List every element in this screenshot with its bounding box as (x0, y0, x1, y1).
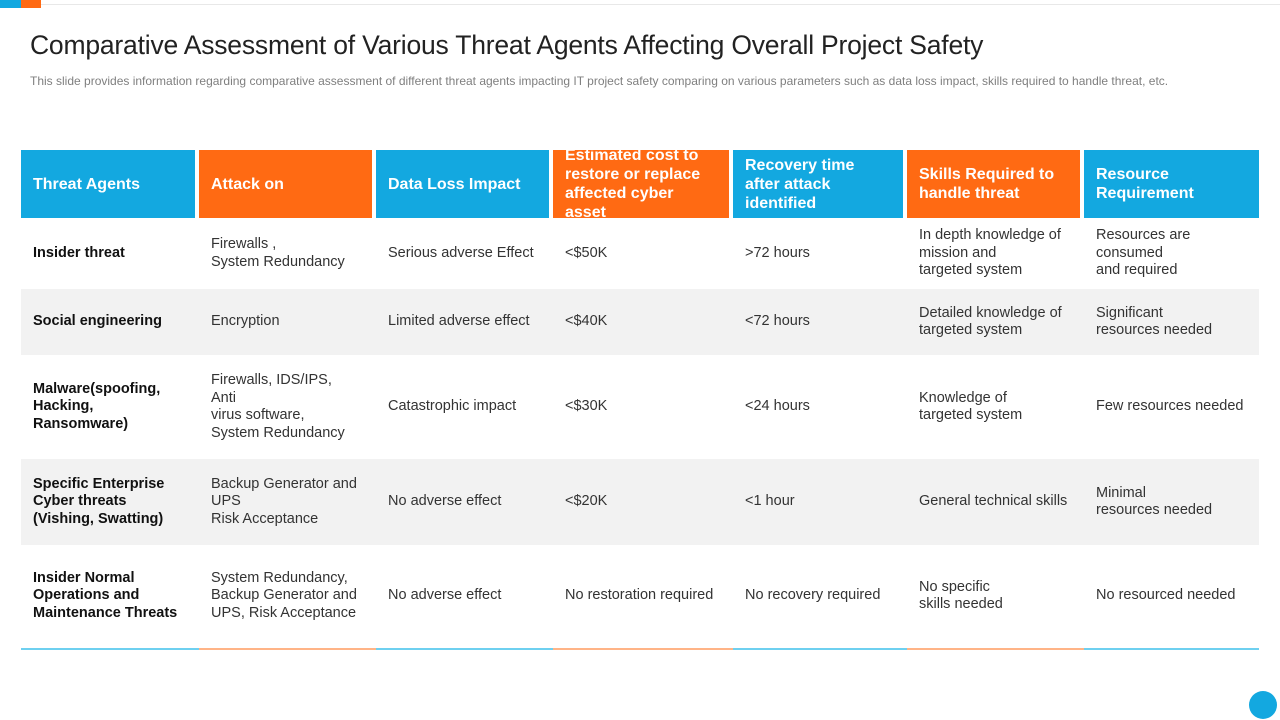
cell-attack-on: Encryption (211, 313, 280, 330)
cell-estimated-cost: No restoration required (565, 587, 714, 604)
page-title: Comparative Assessment of Various Threat… (30, 30, 984, 60)
table-row: Specific Enterprise Cyber threats (Vishi… (21, 459, 1259, 545)
cell-resource-requirement: Significant resources needed (1096, 304, 1213, 339)
cell-skills-required: General technical skills (919, 493, 1068, 510)
cell-resource-requirement: No resourced needed (1096, 587, 1236, 604)
cell-skills-required: Detailed knowledge of targeted system (919, 304, 1062, 339)
cell-threat-agent: Insider Normal Operations and Maintenanc… (33, 569, 178, 621)
cell-attack-on: Firewalls , System Redundancy (211, 236, 345, 270)
cell-attack-on: System Redundancy, Backup Generator and … (211, 569, 357, 621)
table-row: Social engineering Encryption Limited ad… (21, 289, 1259, 355)
cell-data-loss-impact: Catastrophic impact (388, 398, 517, 415)
table-row: Insider threat Firewalls , System Redund… (21, 218, 1259, 289)
cell-resource-requirement: Minimal resources needed (1096, 484, 1213, 519)
cell-data-loss-impact: Serious adverse Effect (388, 244, 534, 261)
cell-skills-required: Knowledge of targeted system (919, 389, 1023, 424)
cell-estimated-cost: <$20K (565, 493, 608, 510)
cell-recovery-time: <1 hour (745, 493, 795, 510)
header-data-loss-impact: Data Loss Impact (376, 150, 549, 218)
top-divider (41, 4, 1280, 5)
header-resource-requirement: Resource Requirement (1084, 150, 1259, 218)
cell-data-loss-impact: No adverse effect (388, 587, 502, 604)
cell-recovery-time: <72 hours (745, 313, 810, 330)
cell-skills-required: No specific skills needed (919, 578, 1003, 613)
header-attack-on: Attack on (199, 150, 372, 218)
table-row: Malware(spoofing, Hacking, Ransomware) F… (21, 355, 1259, 459)
header-threat-agents: Threat Agents (21, 150, 195, 218)
cell-estimated-cost: <$30K (565, 398, 608, 415)
cell-recovery-time: <24 hours (745, 398, 810, 415)
cell-threat-agent: Malware(spoofing, Hacking, Ransomware) (33, 380, 161, 432)
cell-skills-required: In depth knowledge of mission and target… (919, 227, 1061, 279)
header-estimated-cost: Estimated cost to restore or replace aff… (553, 147, 729, 221)
cell-recovery-time: >72 hours (745, 244, 810, 261)
cell-data-loss-impact: Limited adverse effect (388, 313, 530, 330)
slide-corner-circle (1249, 691, 1277, 719)
table-row: Insider Normal Operations and Maintenanc… (21, 545, 1259, 647)
cell-attack-on: Backup Generator and UPS Risk Acceptance (211, 475, 357, 527)
cell-resource-requirement: Few resources needed (1096, 398, 1244, 415)
cell-threat-agent: Social engineering (33, 313, 162, 330)
threat-comparison-table: Threat Agents Attack on Data Loss Impact… (21, 147, 1259, 650)
header-skills-required: Skills Required to handle threat (907, 150, 1080, 218)
cell-recovery-time: No recovery required (745, 587, 881, 604)
cell-estimated-cost: <$50K (565, 244, 608, 261)
header-recovery-time: Recovery time after attack identified (733, 150, 903, 218)
corner-accent-orange (21, 0, 41, 8)
table-bottom-border (21, 648, 1259, 650)
cell-estimated-cost: <$40K (565, 313, 608, 330)
cell-resource-requirement: Resources are consumed and required (1096, 227, 1191, 279)
cell-data-loss-impact: No adverse effect (388, 493, 502, 510)
table-header-row: Threat Agents Attack on Data Loss Impact… (21, 147, 1259, 221)
page-subtitle: This slide provides information regardin… (30, 74, 1169, 88)
corner-accent-blue (0, 0, 21, 8)
cell-attack-on: Firewalls, IDS/IPS, Anti virus software,… (211, 372, 345, 441)
cell-threat-agent: Specific Enterprise Cyber threats (Vishi… (33, 475, 165, 527)
cell-threat-agent: Insider threat (33, 244, 125, 261)
